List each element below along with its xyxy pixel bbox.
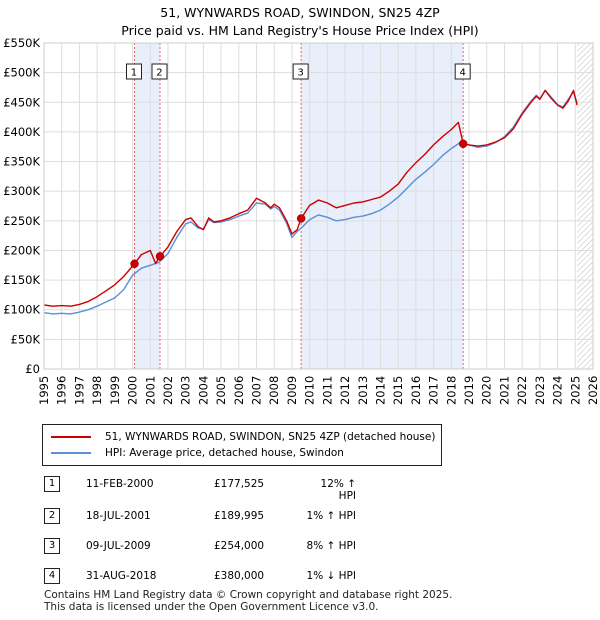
- sale-price: £177,525: [214, 478, 265, 490]
- x-tick-label: 2021: [497, 376, 511, 405]
- x-tick-label: 2003: [179, 376, 193, 405]
- property-series-line: [43, 89, 578, 307]
- shaded-period: [134, 43, 160, 369]
- x-tick-label: 1999: [108, 376, 122, 405]
- sale-date: 31-AUG-2018: [86, 570, 157, 582]
- title-line-2: Price paid vs. HM Land Registry's House …: [121, 23, 479, 38]
- sale-hpi-change: 8% ↑ HPI: [306, 540, 356, 552]
- sale-hpi-change: 1% ↓ HPI: [306, 570, 356, 582]
- sale-number: 1: [44, 476, 60, 492]
- price-chart: 1 2 3 4 £0 £50K £100K £150K £200K £250K £300K £350K…: [3, 36, 600, 405]
- sale-number: 4: [44, 568, 60, 584]
- x-tick-label: 2005: [214, 376, 228, 405]
- footer-license: This data is licensed under the Open Gov…: [44, 601, 379, 613]
- x-tick-label: 2001: [143, 376, 157, 405]
- shaded-period: [301, 43, 464, 369]
- y-tick-label: £450K: [3, 95, 40, 109]
- y-tick-label: £250K: [3, 214, 40, 228]
- forecast-hatch: [577, 43, 593, 369]
- sale-number: 3: [44, 538, 60, 554]
- footer-copyright: Contains HM Land Registry data © Crown c…: [44, 589, 453, 601]
- x-tick-label: 2016: [409, 376, 423, 405]
- sale-hpi-change: 12% ↑ HPI: [320, 478, 356, 502]
- sale-hpi-change: 1% ↑ HPI: [306, 510, 356, 522]
- y-tick-label: £400K: [3, 125, 40, 139]
- plot-border: [43, 42, 594, 370]
- sale-label-text: 1: [131, 68, 137, 79]
- sale-label-text: 4: [460, 68, 466, 79]
- x-tick-label: 2009: [285, 376, 299, 405]
- x-tick-label: 2011: [320, 376, 334, 405]
- x-tick-label: 2018: [444, 376, 458, 405]
- legend-item-property: 51, WYNWARDS ROAD, SWINDON, SN25 4ZP (de…: [51, 429, 435, 445]
- sale-point: [130, 259, 139, 269]
- x-tick-label: 2020: [480, 376, 494, 405]
- sale-date: 09-JUL-2009: [86, 540, 151, 552]
- legend-label-property: 51, WYNWARDS ROAD, SWINDON, SN25 4ZP (de…: [105, 431, 436, 443]
- x-tick-label: 2017: [427, 376, 441, 405]
- sale-point: [296, 214, 306, 223]
- hpi-series-line: [43, 89, 578, 315]
- sale-price: £380,000: [214, 570, 265, 582]
- sale-date: 18-JUL-2001: [86, 510, 151, 522]
- legend-swatch-property: [51, 436, 91, 438]
- x-tick-label: 2000: [126, 376, 140, 405]
- x-tick-label: 2019: [462, 376, 476, 405]
- x-tick-label: 2012: [338, 376, 352, 405]
- sale-point: [458, 139, 468, 149]
- sale-number: 2: [44, 508, 60, 524]
- sale-label-text: 2: [156, 68, 162, 79]
- sale-row: 3 09-JUL-2009 £254,000 8% ↑ HPI: [42, 536, 442, 556]
- sale-row: 2 18-JUL-2001 £189,995 1% ↑ HPI: [42, 506, 442, 526]
- sale-row: 4 31-AUG-2018 £380,000 1% ↓ HPI: [42, 566, 442, 586]
- x-tick-label: 2023: [533, 376, 547, 405]
- sale-point: [155, 252, 165, 261]
- x-tick-label: 2013: [356, 376, 370, 405]
- chart-title: 51, WYNWARDS ROAD, SWINDON, SN25 4ZP Pri…: [0, 4, 600, 40]
- x-tick-label: 2025: [568, 376, 582, 405]
- y-tick-label: £100K: [3, 303, 40, 317]
- x-tick-label: 2010: [303, 376, 317, 405]
- footer: Contains HM Land Registry data © Crown c…: [44, 589, 452, 613]
- sale-date: 11-FEB-2000: [86, 478, 154, 490]
- y-tick-label: £350K: [3, 155, 40, 169]
- y-tick-label: £50K: [11, 332, 41, 346]
- sale-label-box: [125, 63, 142, 80]
- legend-swatch-hpi: [51, 452, 91, 454]
- x-tick-label: 2015: [391, 376, 405, 405]
- legend-label-hpi: HPI: Average price, detached house, Swin…: [105, 447, 344, 459]
- legend-item-hpi: HPI: Average price, detached house, Swin…: [51, 445, 344, 461]
- x-tick-label: 2026: [586, 376, 600, 405]
- x-tick-label: 2006: [232, 376, 246, 405]
- sale-row: 1 11-FEB-2000 £177,525 12% ↑ HPI: [42, 474, 442, 502]
- sale-price: £189,995: [214, 510, 265, 522]
- x-tick-label: 2004: [196, 376, 210, 405]
- x-tick-label: 2002: [161, 376, 175, 405]
- y-tick-label: £0: [25, 362, 40, 376]
- sale-label-box: [454, 63, 471, 80]
- x-tick-label: 1997: [72, 376, 86, 405]
- sale-price: £254,000: [214, 540, 265, 552]
- title-line-1: 51, WYNWARDS ROAD, SWINDON, SN25 4ZP: [160, 5, 440, 20]
- x-tick-label: 1995: [37, 376, 51, 405]
- x-tick-label: 2007: [250, 376, 264, 405]
- x-tick-label: 2014: [373, 376, 387, 405]
- x-tick-label: 2008: [267, 376, 281, 405]
- legend: 51, WYNWARDS ROAD, SWINDON, SN25 4ZP (de…: [42, 424, 442, 466]
- x-tick-label: 2024: [551, 376, 565, 405]
- y-tick-label: £500K: [3, 66, 40, 80]
- x-tick-label: 2022: [515, 376, 529, 405]
- sale-label-text: 3: [297, 68, 303, 79]
- sale-label-box: [151, 63, 168, 80]
- y-tick-label: £300K: [3, 184, 40, 198]
- x-tick-label: 1996: [55, 376, 69, 405]
- sale-label-box: [292, 63, 309, 80]
- y-tick-label: £150K: [3, 273, 40, 287]
- x-tick-label: 1998: [90, 376, 104, 405]
- y-tick-label: £200K: [3, 243, 40, 257]
- y-tick-label: £550K: [3, 36, 40, 50]
